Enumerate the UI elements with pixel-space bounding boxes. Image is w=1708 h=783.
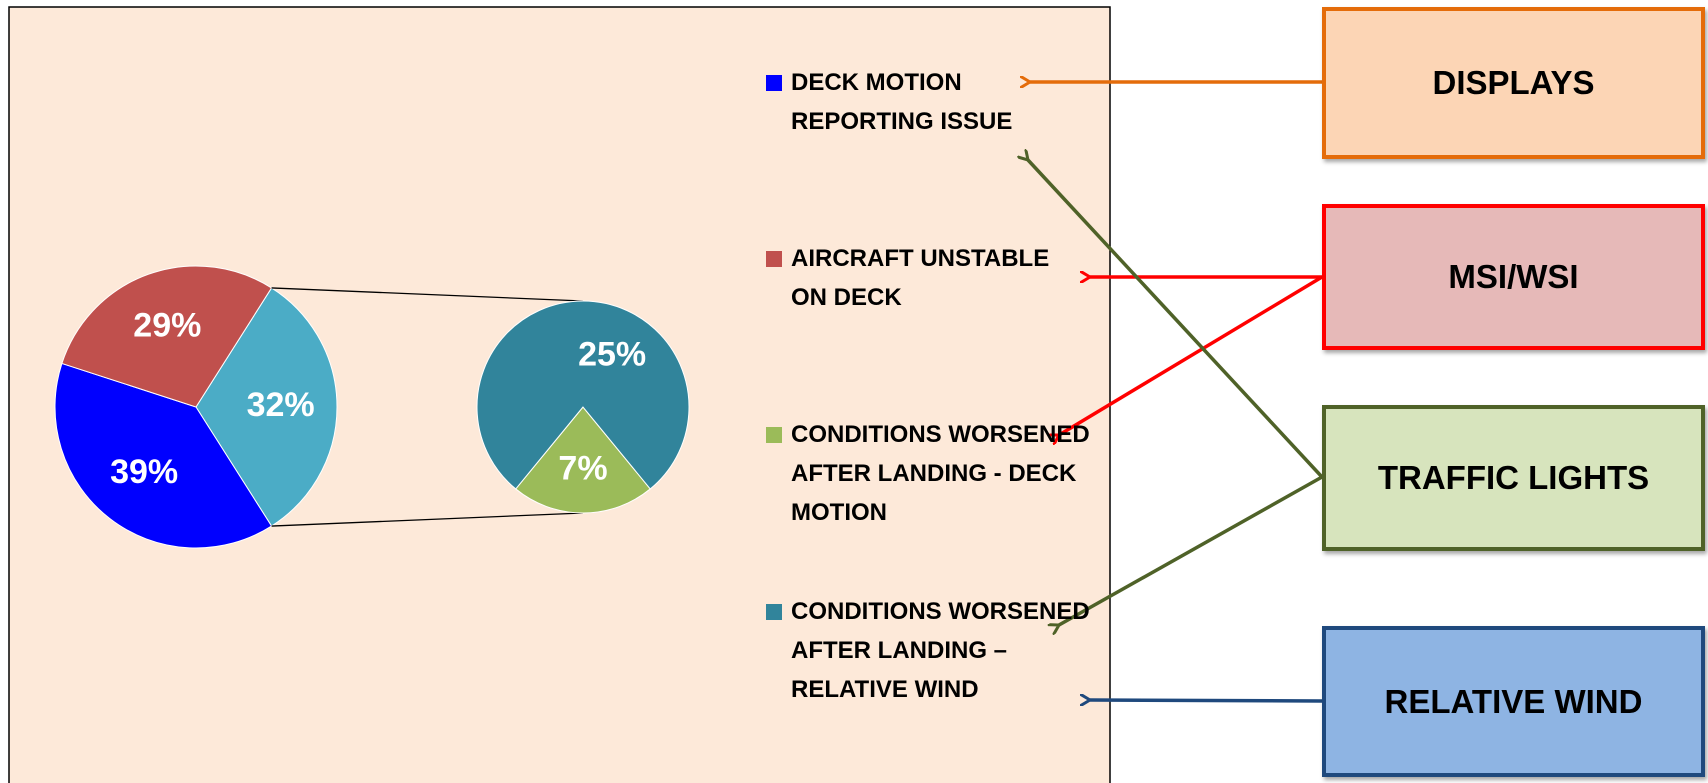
legend-entry: CONDITIONS WORSENED AFTER LANDING - DECK…: [766, 415, 1091, 532]
pie-slice: [195, 287, 338, 527]
data-label: 25%: [578, 335, 646, 373]
box: DISPLAYS: [1322, 7, 1705, 159]
arrow: [1059, 275, 1323, 435]
arrow: [1090, 700, 1323, 701]
box: TRAFFIC LIGHTS: [1322, 405, 1705, 551]
pie-slice: [515, 406, 651, 514]
pie-slice: [61, 265, 273, 408]
arrow: [1059, 475, 1323, 625]
pies: 39% 29% 32% 7% 25%: [54, 265, 690, 549]
legend-label: CONDITIONS WORSENED AFTER LANDING – RELA…: [791, 598, 1090, 703]
legend-label: DECK MOTION REPORTING ISSUE: [791, 69, 1013, 135]
pie-slice: [476, 300, 690, 490]
box: RELATIVE WIND: [1322, 626, 1705, 777]
legend-entry: AIRCRAFT UNSTABLE ON DECK: [766, 239, 1091, 317]
data-label: 32%: [247, 386, 315, 424]
box: MSI/WSI: [1322, 204, 1705, 350]
legend-swatch: [766, 427, 782, 443]
connector: [271, 287, 584, 302]
arrow: [1028, 160, 1324, 479]
legend-label: CONDITIONS WORSENED AFTER LANDING - DECK…: [791, 421, 1090, 526]
pie-slice: [54, 362, 273, 549]
legend-entry: CONDITIONS WORSENED AFTER LANDING – RELA…: [766, 592, 1091, 709]
arrows: [1028, 82, 1324, 701]
data-label: 39%: [110, 453, 178, 491]
legend-swatch: [766, 604, 782, 620]
data-label: 29%: [133, 306, 201, 344]
legend-swatch: [766, 251, 782, 267]
legend-swatch: [766, 75, 782, 91]
connector: [271, 512, 584, 527]
data-label: 7%: [558, 450, 607, 488]
legend-label: AIRCRAFT UNSTABLE ON DECK: [791, 245, 1050, 311]
legend-entry: DECK MOTION REPORTING ISSUE: [766, 63, 1091, 141]
